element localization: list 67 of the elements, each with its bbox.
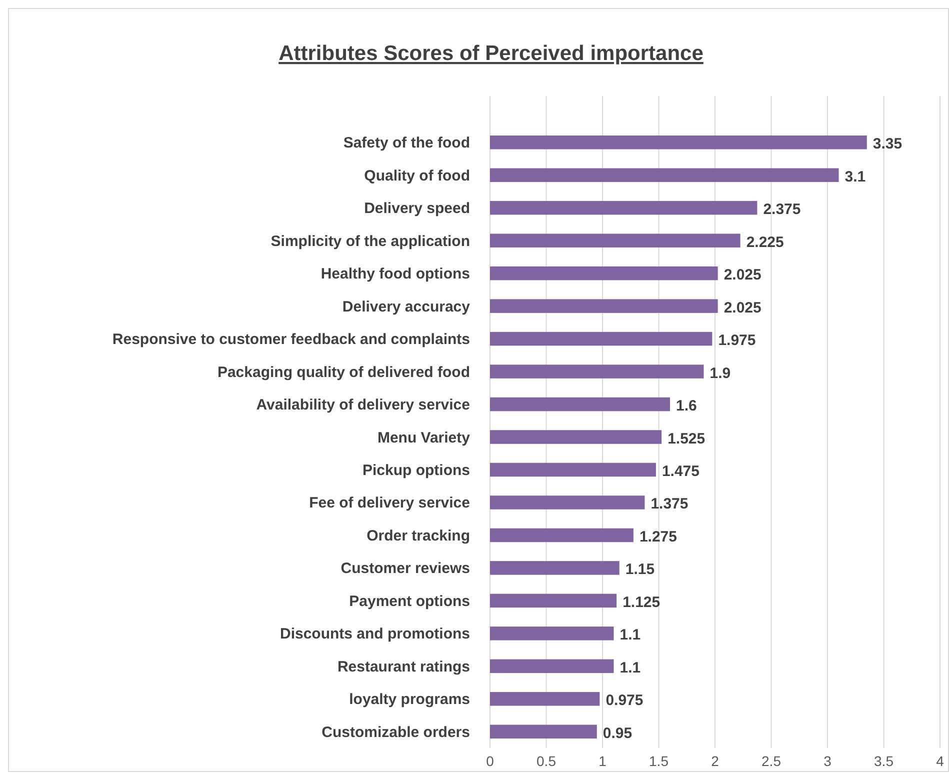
bar — [490, 332, 712, 346]
bar — [490, 364, 704, 378]
y-tick-label: Availability of delivery service — [256, 396, 470, 414]
y-tick-label: Healthy food options — [320, 266, 470, 283]
data-label: 1.475 — [662, 462, 700, 480]
data-label: 2.225 — [746, 234, 784, 251]
y-tick-label: Delivery accuracy — [342, 298, 471, 316]
x-tick-label: 1 — [598, 753, 607, 769]
bar — [490, 659, 614, 674]
data-label: 1.15 — [625, 561, 655, 578]
y-tick-label: Customer reviews — [340, 560, 470, 578]
y-tick-label: Customizable orders — [322, 724, 470, 741]
x-tick-label: 3 — [824, 753, 832, 769]
data-label: 0.975 — [606, 692, 644, 710]
data-label: 1.125 — [622, 594, 660, 611]
data-label: 3.1 — [844, 168, 866, 186]
bar — [490, 430, 662, 444]
bar — [490, 462, 656, 477]
bar — [490, 234, 740, 248]
y-tick-label: Fee of delivery service — [309, 494, 470, 512]
bar — [490, 397, 670, 412]
bar — [490, 594, 617, 608]
y-tick-label: Menu Variety — [377, 429, 471, 446]
x-tick-label: 1.5 — [649, 753, 669, 769]
y-tick-label: Packaging quality of delivered food — [217, 364, 470, 381]
data-label: 1.975 — [718, 332, 756, 350]
y-tick-label: Order tracking — [366, 527, 470, 544]
data-label: 1.375 — [650, 496, 688, 513]
x-tick-label: 0.5 — [536, 753, 556, 769]
bar — [490, 266, 718, 280]
x-tick-label: 4 — [936, 753, 944, 769]
bar — [490, 168, 839, 182]
bar — [490, 135, 867, 150]
y-tick-label: Discounts and promotions — [280, 626, 470, 643]
x-tick-label: 3.5 — [874, 753, 894, 769]
y-tick-label: Pickup options — [362, 462, 470, 479]
bar — [490, 724, 597, 739]
data-label: 2.375 — [763, 201, 801, 218]
x-tick-label: 2.5 — [762, 753, 782, 769]
y-tick-label: Quality of food — [364, 167, 470, 184]
data-label: 3.35 — [872, 136, 902, 153]
data-label: 2.025 — [724, 299, 762, 316]
bar — [490, 561, 620, 575]
data-label: 1.275 — [639, 528, 677, 546]
bar — [490, 496, 645, 510]
y-tick-label: Simplicity of the application — [270, 232, 470, 250]
bar — [490, 528, 634, 542]
bar — [490, 692, 600, 706]
y-tick-label: Safety of the food — [343, 134, 470, 152]
y-tick-label: Restaurant ratings — [337, 658, 470, 676]
data-label: 1.9 — [710, 364, 731, 382]
data-label: 1.6 — [676, 398, 697, 415]
data-label: 1.1 — [620, 626, 641, 644]
chart-title: Attributes Scores of Perceived importance — [278, 42, 704, 65]
data-label: 0.95 — [602, 724, 632, 742]
y-tick-label: loyalty programs — [349, 691, 470, 708]
y-tick-label: Responsive to customer feedback and complaints — [112, 331, 470, 348]
bar — [490, 626, 614, 640]
y-tick-label: Delivery speed — [364, 200, 470, 218]
x-tick-label: 0 — [486, 753, 494, 769]
data-label: 2.025 — [724, 266, 762, 284]
y-tick-label: Payment options — [349, 592, 470, 610]
bar — [490, 299, 718, 313]
data-label: 1.1 — [620, 659, 641, 676]
data-label: 1.525 — [668, 430, 706, 448]
x-tick-label: 2 — [711, 753, 720, 769]
bar — [490, 200, 758, 215]
